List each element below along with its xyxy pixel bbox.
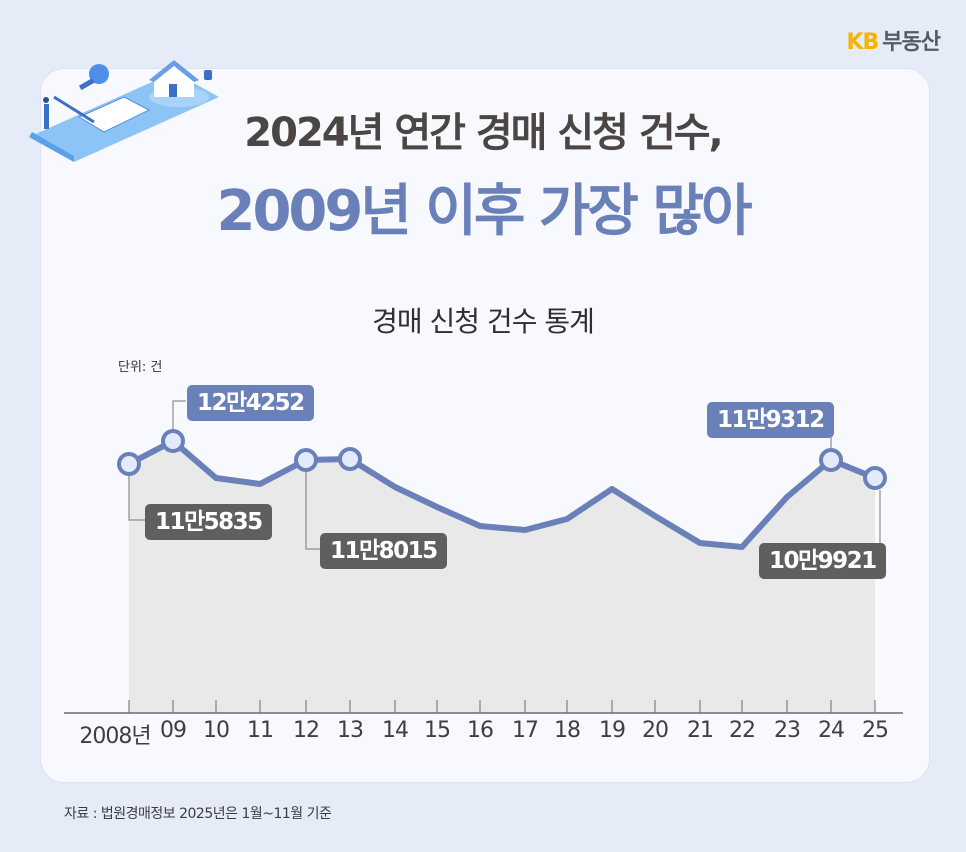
xtick: 15 <box>424 718 451 743</box>
xtick: 20 <box>642 718 669 743</box>
callout-2008: 11만5835 <box>145 504 272 540</box>
brand-kb: KB <box>846 30 879 55</box>
xtick: 19 <box>599 718 626 743</box>
xtick: 09 <box>160 718 187 743</box>
data-markers <box>117 429 887 490</box>
brand-name: 부동산 <box>882 30 941 55</box>
xtick: 25 <box>862 718 889 743</box>
xtick: 16 <box>467 718 494 743</box>
chart-title: 경매 신청 건수 통계 <box>372 305 595 338</box>
unit-label: 단위: 건 <box>118 360 163 375</box>
xtick: 17 <box>512 718 539 743</box>
xtick: 21 <box>687 718 714 743</box>
callout-2012: 11만8015 <box>320 533 447 569</box>
xtick: 11 <box>247 718 274 743</box>
callout-2009: 12만4252 <box>187 385 314 421</box>
xtick: 2008년 <box>79 724 151 749</box>
callout-2025: 10만9921 <box>759 543 886 579</box>
xtick: 13 <box>337 718 364 743</box>
xtick: 24 <box>818 718 845 743</box>
auction-illustration-icon <box>29 60 219 162</box>
kb-brand-logo: KB 부동산 <box>846 24 941 56</box>
headline-line2: 2009년 이후 가장 많아 <box>216 179 753 244</box>
xtick: 14 <box>382 718 409 743</box>
xtick: 23 <box>774 718 801 743</box>
chart-area-fill <box>129 441 875 713</box>
x-axis-ticks <box>128 700 876 713</box>
data-line <box>127 438 877 550</box>
headline-line1: 2024년 연간 경매 신청 건수, <box>244 110 723 156</box>
callout-2024: 11만9312 <box>707 402 834 438</box>
xtick: 10 <box>203 718 230 743</box>
source-note: 자료 : 법원경매정보 2025년은 1월~11월 기준 <box>64 806 332 822</box>
xtick: 12 <box>293 718 320 743</box>
xtick: 18 <box>554 718 581 743</box>
xtick: 22 <box>729 718 756 743</box>
